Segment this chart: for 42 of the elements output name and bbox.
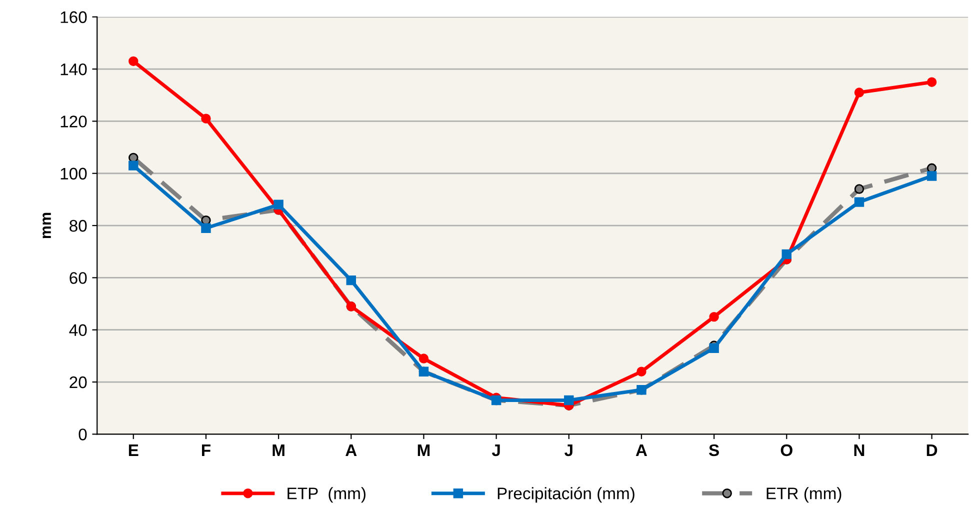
y-tick-label: 140 xyxy=(60,63,87,76)
x-tick-label: J xyxy=(492,444,500,456)
point xyxy=(854,88,864,98)
y-axis-title: mm xyxy=(42,212,51,238)
point xyxy=(636,366,646,376)
x-tick-label: M xyxy=(418,444,430,456)
legend-label: Precipitación (mm) xyxy=(498,486,634,503)
point xyxy=(709,343,719,353)
legend-label: ETR (mm) xyxy=(766,487,842,503)
x-tick-label: O xyxy=(780,444,792,456)
y-tick-label: 60 xyxy=(70,272,87,284)
legend-label: ETP (mm) xyxy=(288,487,366,503)
y-tick-label: 120 xyxy=(60,116,87,128)
x-tick-label: J xyxy=(564,444,572,456)
x-tick-label: A xyxy=(636,444,648,456)
x-tick-label: M xyxy=(272,444,284,456)
x-tick-label: A xyxy=(346,444,357,456)
point xyxy=(346,275,356,286)
y-tick-label: 20 xyxy=(70,376,87,388)
point xyxy=(926,77,937,87)
point xyxy=(128,56,138,66)
point xyxy=(128,160,138,170)
x-tick-label: N xyxy=(854,444,864,456)
x-tick-label: F xyxy=(202,444,210,456)
x-tick-label: D xyxy=(926,444,938,456)
point xyxy=(709,312,719,322)
y-tick-label: 0 xyxy=(78,428,87,440)
point xyxy=(201,223,211,234)
y-tick-label: 100 xyxy=(60,168,87,180)
y-tick-label: 40 xyxy=(69,324,87,336)
y-tick-label: 80 xyxy=(70,220,87,232)
point xyxy=(201,114,211,124)
y-tick-label: 160 xyxy=(60,11,87,24)
point xyxy=(274,200,284,210)
point xyxy=(854,197,864,207)
point xyxy=(782,249,792,260)
x-tick-label: S xyxy=(708,444,719,456)
x-tick-label: E xyxy=(128,444,138,456)
point xyxy=(854,184,864,194)
point xyxy=(926,171,937,181)
point xyxy=(418,354,429,364)
point xyxy=(564,395,574,406)
